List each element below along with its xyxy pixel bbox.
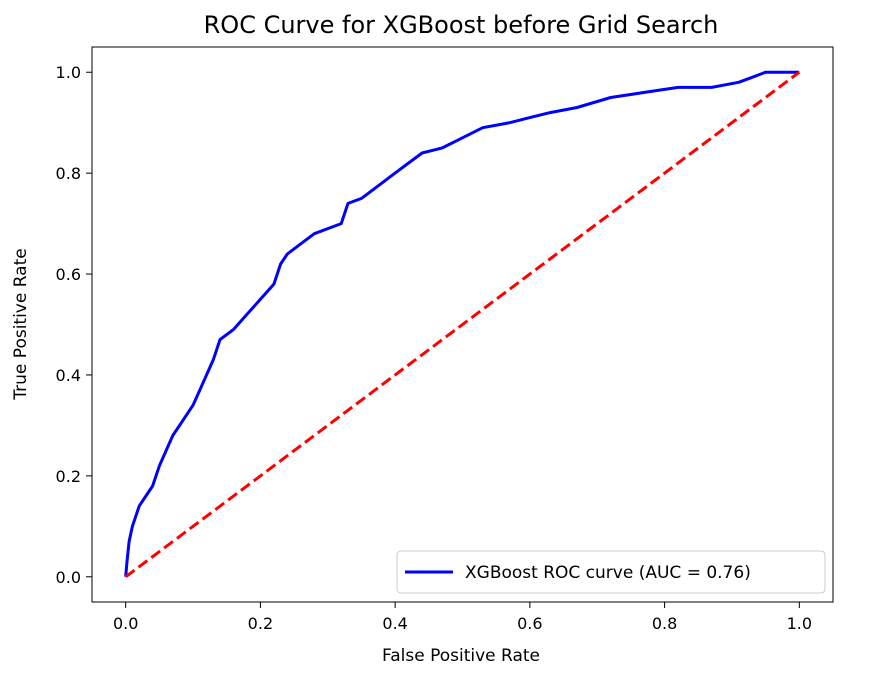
legend: XGBoost ROC curve (AUC = 0.76): [396, 550, 826, 594]
axes-frame: [91, 46, 834, 603]
plot-area: [124, 70, 801, 579]
x-tick-label: 0.6: [517, 614, 542, 633]
x-tick-label: 1.0: [787, 614, 812, 633]
y-tick-label: 1.0: [56, 63, 81, 82]
x-tick-label: 0.2: [248, 614, 273, 633]
y-tick-label: 0.0: [56, 568, 81, 587]
y-tick-label: 0.4: [56, 366, 81, 385]
legend-box: [396, 550, 826, 594]
x-axis: 0.0 0.2 0.4 0.6 0.8 1.0: [113, 602, 812, 633]
y-axis: 0.0 0.2 0.4 0.6 0.8 1.0: [56, 63, 92, 587]
y-axis-label: True Positive Rate: [11, 248, 31, 400]
roc-curve-line: [124, 70, 800, 577]
y-tick-label: 0.8: [56, 164, 81, 183]
x-tick-label: 0.8: [652, 614, 677, 633]
y-tick-label: 0.2: [56, 467, 81, 486]
legend-entry-label: XGBoost ROC curve (AUC = 0.76): [465, 563, 751, 583]
x-tick-label: 0.4: [382, 614, 407, 633]
y-tick-label: 0.6: [56, 265, 81, 284]
chart-title: ROC Curve for XGBoost before Grid Search: [204, 11, 719, 39]
x-axis-label: False Positive Rate: [382, 646, 540, 666]
diagonal-reference-line: [124, 70, 801, 579]
x-tick-label: 0.0: [113, 614, 138, 633]
